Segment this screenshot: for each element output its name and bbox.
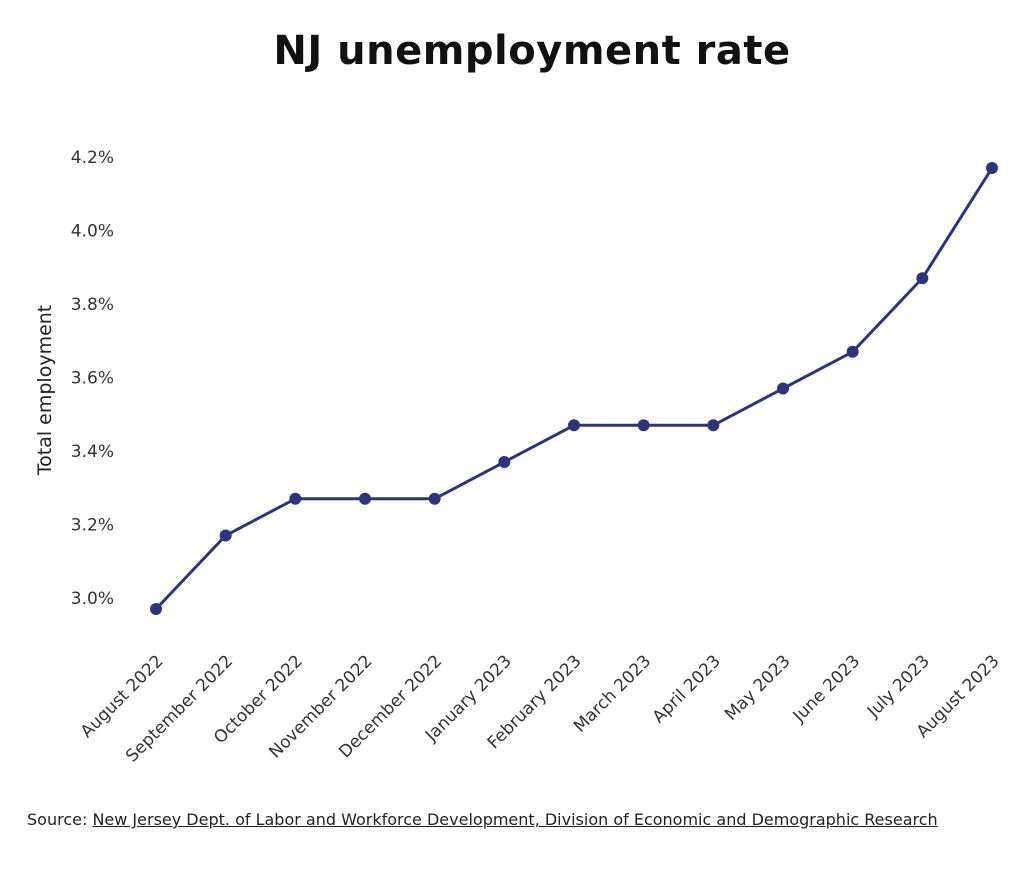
- y-tick-label: 3.2%: [71, 516, 114, 536]
- series-group: [150, 162, 998, 616]
- data-point[interactable]: [846, 345, 859, 358]
- source-prefix: Source:: [27, 810, 93, 829]
- line-chart: 3.0% 3.2% 3.4% 3.6% 3.8% 4.0% 4.2% Total emplo…: [34, 148, 1004, 766]
- data-point[interactable]: [150, 603, 162, 616]
- y-tick-label: 3.8%: [71, 295, 114, 315]
- x-tick-label: May 2023: [721, 651, 794, 724]
- y-tick-label: 3.0%: [71, 589, 114, 609]
- x-tick-label: April 2023: [649, 651, 725, 727]
- x-tick-label: June 2023: [789, 651, 864, 726]
- source-link[interactable]: New Jersey Dept. of Labor and Workforce …: [92, 810, 938, 829]
- y-tick-label: 3.6%: [71, 369, 114, 389]
- series-line: [154, 167, 994, 611]
- y-axis-ticks: 3.0% 3.2% 3.4% 3.6% 3.8% 4.0% 4.2%: [71, 148, 114, 609]
- y-tick-label: 3.4%: [71, 442, 114, 462]
- data-point[interactable]: [637, 419, 650, 432]
- y-tick-label: 4.2%: [71, 148, 114, 168]
- data-point[interactable]: [219, 529, 232, 542]
- source-note: Source: New Jersey Dept. of Labor and Wo…: [27, 806, 987, 833]
- data-point[interactable]: [498, 456, 511, 469]
- y-axis-title: Total employment: [34, 305, 56, 477]
- data-point[interactable]: [289, 492, 302, 505]
- data-point[interactable]: [359, 492, 371, 505]
- data-point[interactable]: [916, 272, 929, 285]
- data-point[interactable]: [707, 419, 720, 432]
- data-point[interactable]: [777, 382, 789, 395]
- y-tick-label: 4.0%: [71, 222, 114, 242]
- chart-title: NJ unemployment rate: [273, 28, 791, 74]
- data-point[interactable]: [428, 492, 441, 505]
- x-tick-label: July 2023: [863, 651, 934, 722]
- data-point[interactable]: [986, 162, 998, 175]
- data-point[interactable]: [568, 419, 580, 432]
